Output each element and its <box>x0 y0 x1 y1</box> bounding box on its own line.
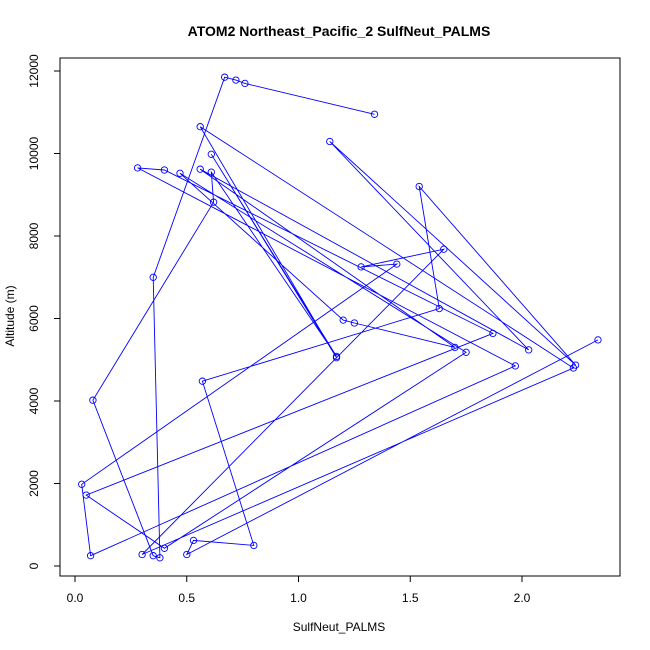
data-point <box>189 536 198 545</box>
data-point <box>415 182 423 191</box>
data-point <box>511 362 519 370</box>
data-point <box>357 263 365 271</box>
y-tick-label: 2000 <box>27 470 41 497</box>
data-point <box>250 541 258 550</box>
data-point <box>86 552 95 560</box>
data-point <box>78 480 86 488</box>
data-point <box>440 245 448 253</box>
x-tick-label: 2.0 <box>514 591 531 605</box>
x-tick-label: 0.5 <box>178 591 195 605</box>
y-tick-label: 8000 <box>27 222 41 249</box>
y-tick-label: 12000 <box>27 54 41 88</box>
data-point <box>326 137 334 146</box>
data-point <box>241 79 249 88</box>
data-point <box>176 169 184 177</box>
data-point <box>156 554 164 562</box>
data-point <box>350 319 359 327</box>
data-point <box>133 164 142 172</box>
data-point <box>462 348 470 356</box>
data-point <box>207 168 215 176</box>
data-point <box>196 165 204 173</box>
y-tick-label: 10000 <box>27 136 41 170</box>
data-point <box>209 198 218 206</box>
y-axis-label: Altitude (m) <box>3 285 17 346</box>
data-point <box>149 552 157 560</box>
x-tick-label: 1.0 <box>290 591 307 605</box>
x-axis-label: SulfNeut_PALMS <box>293 620 386 634</box>
data-point <box>198 377 207 385</box>
data-point <box>451 343 459 352</box>
data-point <box>489 329 497 338</box>
data-point <box>232 76 240 84</box>
x-tick-label: 1.5 <box>402 591 419 605</box>
data-point <box>393 260 401 268</box>
x-tick-label: 0.0 <box>67 591 84 605</box>
series-group <box>78 73 602 562</box>
data-point <box>89 396 97 404</box>
data-point <box>138 550 146 559</box>
y-tick-label: 4000 <box>27 387 41 414</box>
chart-title: ATOM2 Northeast_Pacific_2 SulfNeut_PALMS <box>188 23 491 39</box>
data-point <box>339 316 347 324</box>
series-line <box>81 76 599 559</box>
data-point <box>82 491 90 499</box>
data-point <box>160 166 169 174</box>
data-point <box>183 550 191 559</box>
y-tick-label: 0 <box>27 562 41 569</box>
y-axis: 0 2000 4000 6000 8000 10000 12000 <box>27 54 61 569</box>
data-point <box>594 336 602 344</box>
y-tick-label: 6000 <box>27 305 41 332</box>
data-point <box>196 123 204 131</box>
data-point <box>435 304 443 313</box>
x-axis: 0.0 0.5 1.0 1.5 2.0 <box>67 575 531 605</box>
data-point <box>207 150 215 158</box>
data-point <box>149 273 157 281</box>
data-point <box>525 346 533 354</box>
data-point <box>571 361 580 369</box>
data-point <box>221 73 229 81</box>
data-point <box>160 544 169 552</box>
data-point <box>370 110 379 118</box>
data-point <box>332 354 341 362</box>
